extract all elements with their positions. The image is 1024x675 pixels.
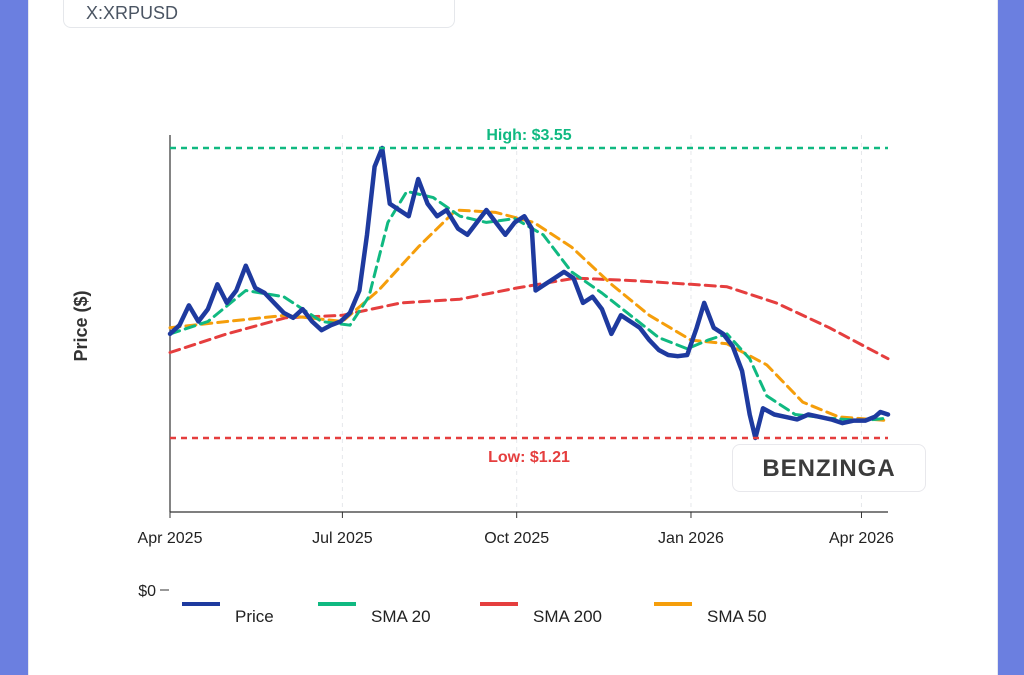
legend-label-sma-20: SMA 20: [371, 607, 431, 626]
x-tick-label: Jul 2025: [312, 530, 373, 547]
series-sma-50: [168, 208, 890, 423]
legend-label-price: Price: [235, 607, 274, 626]
series-price: [167, 145, 891, 441]
x-tick-label: Jan 2026: [658, 530, 724, 547]
chart-axes: Apr 2025 Jul 2025 Oct 2025 Jan 2026 Apr 2026…: [71, 135, 894, 600]
chart-card: X:XRPUSD: [28, 0, 998, 675]
ticker-label: X:XRPUSD: [86, 3, 179, 23]
chart-labels: High: $3.55 Low: $1.21: [170, 127, 888, 466]
x-tick-label: Oct 2025: [484, 530, 549, 547]
ticker-field[interactable]: X:XRPUSD: [63, 0, 455, 28]
y-axis-label: Price ($): [71, 290, 91, 361]
legend-label-sma-50: SMA 50: [707, 607, 767, 626]
legend-label-sma-200: SMA 200: [533, 607, 602, 626]
chart-legend: Price SMA 20 SMA 200 SMA 50: [182, 602, 767, 626]
series-sma-200: [168, 276, 890, 361]
series-sma-20: [168, 189, 890, 423]
high-label: High: $3.55: [486, 127, 571, 144]
x-tick-label: Apr 2025: [138, 530, 203, 547]
benzinga-logo: BENZINGA: [732, 444, 926, 492]
low-label: Low: $1.21: [488, 449, 570, 466]
chart-series: [167, 145, 891, 441]
y-tick-label: $0: [138, 583, 156, 600]
x-tick-label: Apr 2026: [829, 530, 894, 547]
